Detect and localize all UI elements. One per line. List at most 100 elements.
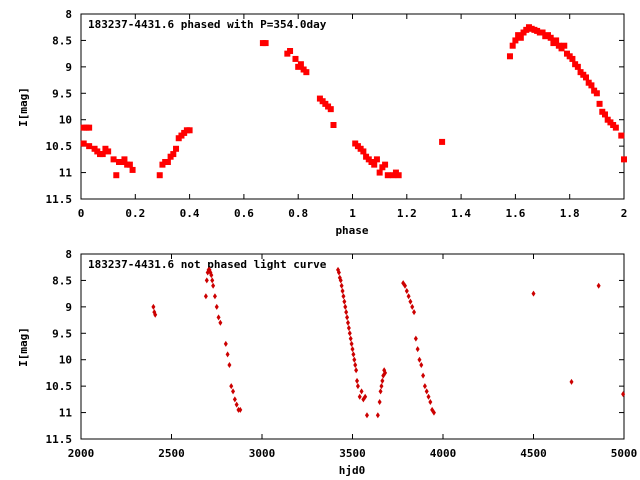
chart-title: 183237-4431.6 phased with P=354.0day (88, 18, 327, 31)
y-tick-label: 11 (59, 167, 73, 180)
data-point (612, 124, 619, 131)
x-tick-label: 5000 (611, 447, 638, 460)
data-point (153, 311, 158, 318)
data-point (86, 143, 93, 150)
data-point (582, 74, 589, 81)
x-tick-label: 2000 (68, 447, 95, 460)
data-point (621, 391, 626, 398)
data-point (384, 172, 391, 179)
data-point (348, 335, 353, 342)
data-point (349, 340, 354, 347)
y-tick-label: 8 (65, 248, 72, 261)
data-point (338, 277, 343, 284)
y-tick-label: 8.5 (52, 34, 72, 47)
data-point (506, 53, 513, 60)
data-point (105, 148, 112, 155)
data-point (402, 282, 407, 289)
data-point (621, 156, 627, 163)
data-point (156, 172, 163, 179)
data-point (618, 132, 625, 139)
data-point (211, 282, 216, 289)
x-tick-label: 0.4 (180, 207, 200, 220)
data-point (517, 34, 524, 41)
data-point (342, 298, 347, 305)
y-axis-label: I[mag] (17, 327, 30, 367)
data-point (229, 383, 234, 390)
data-point (355, 377, 360, 384)
data-point (343, 303, 348, 310)
data-point (531, 290, 536, 297)
data-point (378, 388, 383, 395)
data-point (336, 269, 341, 276)
data-point (410, 303, 415, 310)
data-point (382, 161, 389, 168)
data-point (262, 40, 269, 47)
data-point (359, 388, 364, 395)
data-point (339, 282, 344, 289)
data-point (574, 63, 581, 70)
data-point (588, 82, 595, 89)
data-point (596, 282, 601, 289)
data-point (287, 48, 294, 54)
data-point (210, 277, 215, 284)
x-tick-label: 4500 (520, 447, 547, 460)
data-point (234, 401, 239, 408)
data-point (357, 393, 362, 400)
data-point (346, 325, 351, 331)
y-tick-label: 11.5 (46, 433, 73, 446)
data-point (426, 393, 431, 400)
data-point (406, 293, 411, 300)
data-point (113, 172, 120, 179)
y-tick-label: 8.5 (52, 274, 72, 287)
data-point (412, 309, 417, 316)
x-tick-label: 1 (349, 207, 356, 220)
data-point (417, 356, 422, 363)
x-tick-label: 0.2 (125, 207, 145, 220)
data-point (227, 362, 232, 368)
data-point (203, 293, 208, 300)
data-point (129, 166, 136, 173)
x-tick-label: 1.4 (451, 207, 471, 220)
data-point (126, 161, 133, 168)
data-point (225, 351, 230, 358)
y-tick-label: 10.5 (46, 380, 73, 393)
data-point (371, 161, 378, 168)
data-point (422, 383, 427, 390)
data-point (408, 298, 413, 305)
data-point (353, 362, 358, 368)
data-point (561, 42, 568, 49)
y-tick-label: 10 (59, 354, 72, 367)
y-tick-label: 11 (59, 407, 73, 420)
data-point (344, 309, 349, 316)
data-point (216, 314, 221, 321)
data-point (173, 145, 180, 152)
data-point (431, 409, 436, 416)
data-point (186, 127, 193, 134)
data-point (121, 156, 128, 163)
y-tick-label: 10 (59, 114, 72, 127)
data-points (151, 266, 626, 419)
data-point (395, 172, 402, 179)
data-point (547, 34, 554, 41)
x-tick-label: 3000 (249, 447, 276, 460)
data-point (375, 412, 380, 419)
data-point (413, 335, 418, 342)
data-point (209, 272, 214, 279)
data-point (345, 319, 350, 326)
data-point (231, 388, 236, 395)
x-tick-label: 1.8 (560, 207, 580, 220)
data-point (404, 288, 409, 294)
x-axis-label: hjd0 (339, 464, 366, 477)
data-point (212, 293, 217, 300)
data-point (218, 319, 223, 326)
y-axis-ticks: 8 8.5 9 9.5 10 10.5 11 11.5 (46, 8, 624, 206)
y-axis-ticks: 8 8.5 9 9.5 10 10.5 11 11.5 (46, 248, 624, 446)
data-point (439, 138, 446, 145)
data-point (151, 303, 156, 310)
data-point (380, 377, 385, 384)
data-point (373, 156, 380, 163)
data-point (223, 340, 228, 347)
data-point (569, 55, 576, 62)
data-point (509, 42, 516, 49)
